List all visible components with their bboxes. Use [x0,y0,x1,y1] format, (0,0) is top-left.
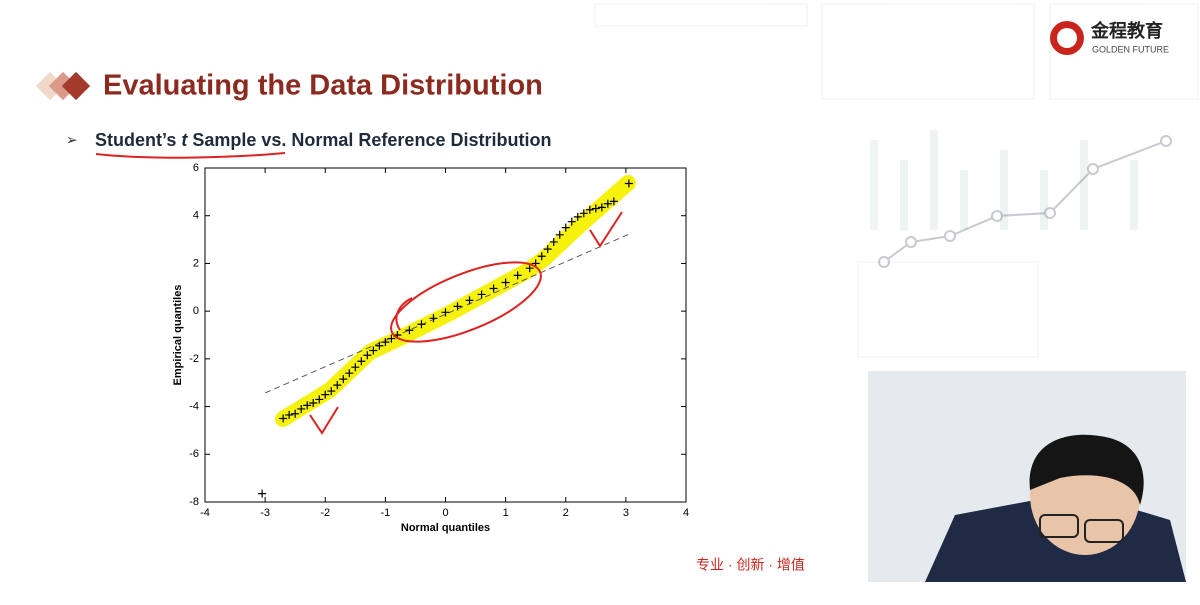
y-tick-label: -4 [189,400,199,412]
data-point [597,203,606,212]
data-point [591,204,600,213]
data-point [369,346,378,355]
data-point [315,395,324,404]
x-tick-label: 3 [623,507,629,519]
data-point [513,271,522,280]
data-point [537,252,546,261]
y-tick-label: -8 [189,496,199,508]
y-tick-label: 6 [193,162,199,174]
y-axis-label: Empirical quantiles [172,285,184,386]
data-point [381,338,390,347]
background-decor [594,3,1199,358]
data-point [279,414,288,423]
data-point [297,404,306,413]
y-tick-label: 2 [193,257,199,269]
data-point [405,326,414,335]
highlight [275,175,636,427]
data-point [573,212,582,221]
logo-name: 金程教育 [1090,20,1163,41]
data-point [585,205,594,214]
data-point [453,302,462,311]
x-tick-label: 2 [563,507,569,519]
data-point [525,264,534,273]
x-tick-label: 0 [442,507,448,519]
data-point [258,489,267,498]
logo-mark [1057,28,1077,48]
data-point [603,199,612,208]
data-point [375,341,384,350]
plot: -4 -3 -2 -1 0 1 2 3 4 -8 -6 -4 -2 0 2 4 6 Normal quantile… [172,162,689,534]
data-point [387,334,396,343]
x-tick-label: -2 [320,507,330,519]
data-point [327,387,336,396]
data-point [555,230,564,239]
data-point [579,209,588,218]
data-point [351,363,360,372]
data-point [543,245,552,254]
data-point [363,351,372,360]
data-point [333,381,342,390]
data-point [549,237,558,246]
webcam [868,371,1186,582]
slide-title: Evaluating the Data Distribution [103,70,543,102]
title-icon [35,71,91,101]
background-line [878,135,1172,268]
y-tick-label: -2 [189,353,199,365]
y-tick-label: -6 [189,448,199,460]
data-point [345,369,354,378]
data-point [567,217,576,226]
data-point [303,401,312,410]
data-point [339,375,348,384]
bullet-icon: ➢ [66,132,78,148]
data-point [489,284,498,293]
x-tick-label: -3 [260,507,270,519]
data-point [291,409,300,418]
x-tick-label: 4 [683,507,689,519]
data-point [441,308,450,317]
data-point [465,296,474,305]
y-tick-label: 4 [193,210,199,222]
slogan: 专业 · 创新 · 增值 [696,557,805,573]
data-point [309,398,318,407]
pen-annotations [309,211,623,435]
x-tick-label: -1 [380,507,390,519]
underline-annotation [95,152,286,159]
data-point [429,314,438,323]
data-point [285,410,294,419]
data-point [624,179,633,188]
logo-tagline: GOLDEN FUTURE [1092,44,1169,54]
data-point [501,278,510,287]
data-point [609,197,618,206]
data-point [477,290,486,299]
data-point [321,390,330,399]
y-tick-label: 0 [193,305,199,317]
bullet-part: t [181,130,188,150]
bullet-part: Student’s [95,130,181,150]
plot-frame [204,167,687,503]
x-axis-label: Normal quantiles [401,522,490,534]
bullet-part: Sample vs. Normal Reference Distribution [187,130,551,150]
data-point [561,223,570,232]
x-tick-label: -4 [200,507,210,519]
data-point [417,320,426,329]
bullet-text: Student’s t Sample vs. Normal Reference … [95,130,551,150]
x-tick-label: 1 [503,507,509,519]
data-point [357,357,366,366]
